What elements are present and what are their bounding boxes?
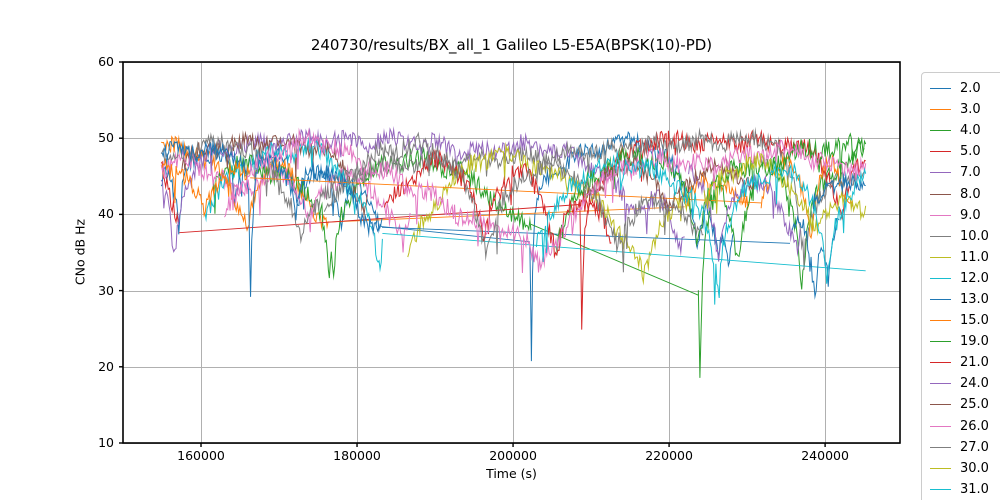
- legend-line-swatch: [930, 109, 951, 111]
- legend-label: 21.0: [960, 355, 989, 371]
- legend-line-swatch: [930, 172, 951, 174]
- legend-entry: 19.0: [922, 331, 1000, 352]
- legend-label: 8.0: [960, 186, 981, 202]
- x-tick-label: 160000: [177, 448, 225, 463]
- legend-entry: 15.0: [922, 310, 1000, 331]
- legend-label: 31.0: [960, 481, 989, 497]
- legend-label: 5.0: [960, 144, 981, 160]
- legend-entry: 9.0: [922, 205, 1000, 226]
- legend-line-swatch: [930, 383, 951, 385]
- legend-line-swatch: [930, 88, 951, 90]
- legend-line-swatch: [930, 151, 951, 153]
- x-tick-label: 240000: [801, 448, 849, 463]
- legend-line-swatch: [930, 256, 951, 258]
- legend-label: 13.0: [960, 291, 989, 307]
- x-tick-label: 180000: [333, 448, 381, 463]
- legend-line-swatch: [930, 320, 951, 322]
- legend-line-swatch: [930, 214, 951, 216]
- legend-line-swatch: [930, 341, 951, 343]
- legend-label: 3.0: [960, 102, 981, 118]
- legend-line-swatch: [930, 193, 951, 195]
- y-tick-label: 60: [98, 54, 114, 69]
- legend-entry: 12.0: [922, 268, 1000, 289]
- legend-entry: 21.0: [922, 352, 1000, 373]
- legend-entry: 31.0: [922, 479, 1000, 500]
- chart-title: 240730/results/BX_all_1 Galileo L5-E5A(B…: [310, 36, 713, 54]
- y-tick-label: 30: [98, 282, 114, 298]
- legend-label: 12.0: [960, 270, 989, 286]
- legend-label: 9.0: [960, 207, 981, 223]
- legend-entry: 11.0: [922, 247, 1000, 268]
- legend: 2.0 3.0 4.0 5.0 7.0 8.0 9.0 10.0 11.0 12.0 13.0 15.…: [921, 72, 1000, 500]
- legend-entry: 13.0: [922, 289, 1000, 310]
- x-tick-label: 220000: [645, 448, 693, 463]
- legend-entry: 24.0: [922, 373, 1000, 394]
- legend-entry: 4.0: [922, 120, 1000, 141]
- y-tick-label: 40: [98, 206, 114, 222]
- legend-line-swatch: [930, 298, 951, 300]
- legend-entry: 3.0: [922, 99, 1000, 120]
- y-axis-label: CNo dB Hz: [72, 218, 88, 286]
- legend-entry: 25.0: [922, 394, 1000, 415]
- legend-line-swatch: [930, 277, 951, 279]
- legend-line-swatch: [930, 488, 951, 490]
- legend-line-swatch: [930, 404, 951, 406]
- legend-entry: 7.0: [922, 162, 1000, 183]
- legend-label: 25.0: [960, 397, 989, 413]
- legend-label: 24.0: [960, 376, 989, 392]
- legend-line-swatch: [930, 425, 951, 427]
- legend-entry: 26.0: [922, 416, 1000, 437]
- legend-label: 4.0: [960, 123, 981, 139]
- legend-label: 27.0: [960, 439, 989, 455]
- legend-label: 7.0: [960, 165, 981, 181]
- x-tick-label: 200000: [489, 448, 537, 463]
- legend-label: 2.0: [960, 81, 981, 97]
- legend-label: 11.0: [960, 249, 989, 265]
- y-tick-label: 50: [98, 130, 114, 146]
- legend-line-swatch: [930, 362, 951, 364]
- legend-line-swatch: [930, 130, 951, 132]
- legend-entry: 2.0: [922, 78, 1000, 99]
- x-axis-label: Time (s): [486, 466, 537, 481]
- legend-label: 26.0: [960, 418, 989, 434]
- y-tick-label: 10: [98, 435, 114, 450]
- legend-line-swatch: [930, 446, 951, 448]
- legend-line-swatch: [930, 467, 951, 469]
- legend-entry: 27.0: [922, 437, 1000, 458]
- legend-label: 19.0: [960, 334, 989, 350]
- legend-entry: 5.0: [922, 141, 1000, 162]
- legend-entry: 10.0: [922, 226, 1000, 247]
- legend-label: 30.0: [960, 460, 989, 476]
- legend-label: 15.0: [960, 313, 989, 329]
- legend-entry: 8.0: [922, 183, 1000, 204]
- legend-label: 10.0: [960, 228, 989, 244]
- legend-line-swatch: [930, 235, 951, 237]
- y-tick-label: 20: [98, 358, 114, 374]
- legend-entry: 30.0: [922, 458, 1000, 479]
